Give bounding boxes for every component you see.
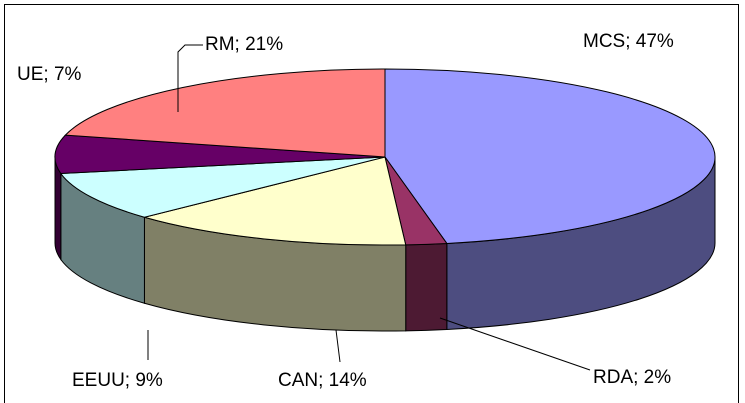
- data-labels: MCS; 47% RDA; 2% CAN; 14% EEUU; 9% UE; 7% RM;…: [17, 31, 674, 391]
- slice: [54, 134, 386, 175]
- slice: [384, 68, 716, 244]
- slice: [64, 68, 386, 158]
- leader-line: [335, 329, 341, 363]
- data-label: EEUU; 9%: [72, 370, 163, 391]
- slice: [142, 156, 407, 246]
- data-label: UE; 7%: [17, 64, 82, 85]
- data-label: CAN; 14%: [278, 370, 367, 391]
- data-label: RDA; 2%: [593, 367, 671, 388]
- slice: [59, 156, 386, 218]
- leader-line: [177, 44, 203, 112]
- leader-line: [439, 317, 591, 371]
- pie-top: [54, 68, 716, 246]
- data-label: RM; 21%: [205, 34, 283, 55]
- data-label: MCS; 47%: [583, 31, 674, 52]
